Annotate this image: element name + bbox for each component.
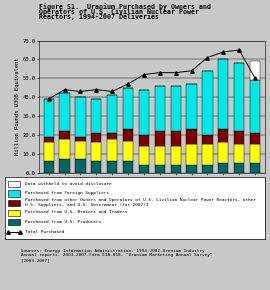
Y-axis label: Million Pounds U3O8 Equivalent: Million Pounds U3O8 Equivalent <box>15 58 20 155</box>
FancyBboxPatch shape <box>8 219 20 225</box>
Bar <box>139 135 149 146</box>
Bar <box>107 95 117 133</box>
Bar <box>218 129 228 142</box>
Bar <box>171 131 181 146</box>
Bar <box>43 142 54 161</box>
Bar <box>186 144 197 165</box>
Bar <box>155 165 165 173</box>
Bar <box>250 163 260 173</box>
Bar <box>75 160 86 173</box>
Bar <box>107 133 117 139</box>
Bar <box>218 142 228 163</box>
Bar <box>155 86 165 131</box>
FancyBboxPatch shape <box>8 200 20 206</box>
Bar <box>91 133 102 142</box>
Bar <box>107 139 117 161</box>
Bar <box>75 137 86 141</box>
Bar <box>250 80 260 133</box>
Bar <box>43 137 54 142</box>
Bar <box>155 131 165 146</box>
Bar <box>202 71 212 135</box>
Bar <box>75 141 86 160</box>
Bar <box>43 161 54 173</box>
Bar <box>186 165 197 173</box>
Bar <box>91 142 102 161</box>
FancyBboxPatch shape <box>8 209 20 216</box>
Bar <box>155 146 165 165</box>
Bar <box>123 140 133 161</box>
Bar <box>234 63 244 131</box>
Bar <box>171 86 181 131</box>
Bar <box>171 146 181 165</box>
FancyBboxPatch shape <box>8 181 20 187</box>
Bar <box>123 129 133 141</box>
Bar <box>234 131 244 144</box>
Text: Total Purchased: Total Purchased <box>25 230 64 233</box>
Text: Reactors, 1994-2007 Deliveries: Reactors, 1994-2007 Deliveries <box>39 13 159 20</box>
Bar <box>59 93 70 131</box>
Bar <box>91 99 102 133</box>
Bar <box>234 144 244 163</box>
Bar <box>250 144 260 163</box>
Bar <box>218 59 228 129</box>
Text: Data withheld to avoid disclosure: Data withheld to avoid disclosure <box>25 182 112 186</box>
Text: Purchased from U.S. Brokers and Traders: Purchased from U.S. Brokers and Traders <box>25 210 127 214</box>
Bar <box>218 163 228 173</box>
Bar <box>139 146 149 165</box>
Bar <box>202 135 212 144</box>
Bar <box>139 165 149 173</box>
Text: Purchased from Foreign Suppliers: Purchased from Foreign Suppliers <box>25 191 109 195</box>
Bar <box>59 139 70 160</box>
Bar <box>59 160 70 173</box>
Text: Figure S1.  Uranium Purchased by Owners and: Figure S1. Uranium Purchased by Owners a… <box>39 3 211 10</box>
Text: Purchased from U.S. Producers: Purchased from U.S. Producers <box>25 220 101 224</box>
Bar <box>59 131 70 139</box>
Bar <box>123 88 133 129</box>
Bar <box>186 84 197 129</box>
Text: Sources: Energy Information Administration: 1994-2002-Uranium Industry
   Annual: Sources: Energy Information Administrati… <box>13 249 213 262</box>
Bar <box>75 97 86 137</box>
Bar <box>250 133 260 144</box>
Bar <box>234 163 244 173</box>
Bar <box>91 161 102 173</box>
Text: Purchased from other Owners and Operators of U.S. Civilian Nuclear Power Reactor: Purchased from other Owners and Operator… <box>25 198 256 207</box>
Bar <box>171 165 181 173</box>
Bar <box>186 129 197 144</box>
Bar <box>250 61 260 80</box>
Bar <box>123 161 133 173</box>
Text: Operators of U.S. Civilian Nuclear Power: Operators of U.S. Civilian Nuclear Power <box>39 8 199 15</box>
Bar <box>107 161 117 173</box>
Bar <box>202 144 212 165</box>
Bar <box>139 90 149 135</box>
Bar <box>43 99 54 137</box>
Bar <box>202 165 212 173</box>
FancyBboxPatch shape <box>8 190 20 197</box>
